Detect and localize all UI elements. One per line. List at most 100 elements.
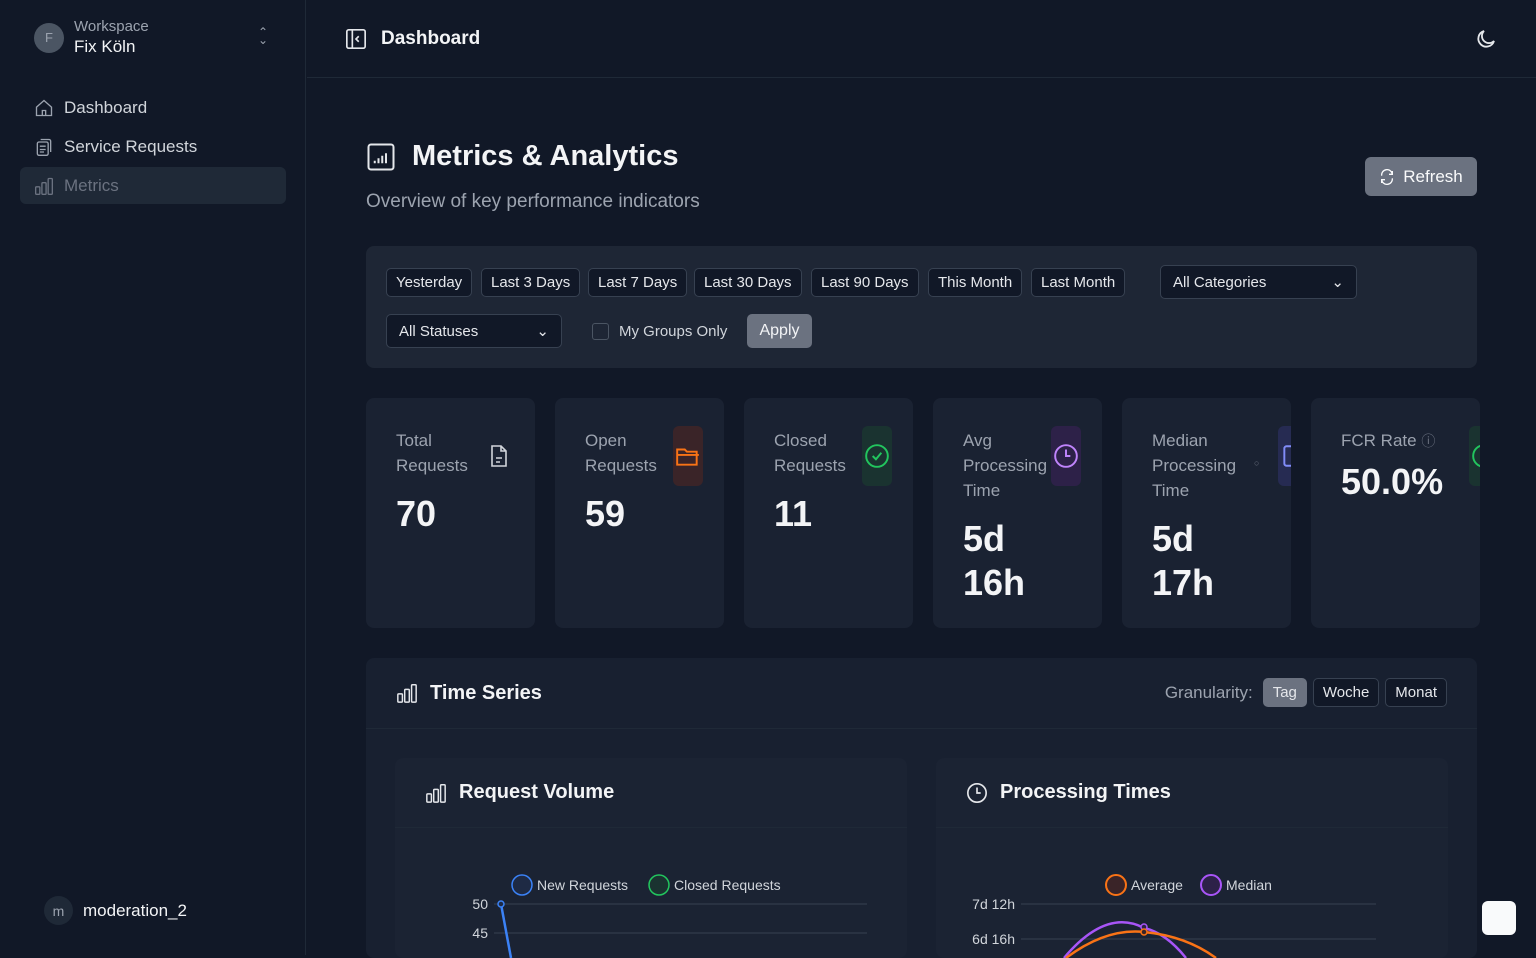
sidebar-item-label: Service Requests [64, 136, 198, 156]
info-icon[interactable]: ○ [1254, 458, 1260, 468]
legend-median: Median [1226, 877, 1272, 893]
kpi-total-requests: Total Requests 70 [366, 398, 535, 628]
kpi-value: 5d 16h [963, 518, 1026, 603]
sidebar-item-label: Metrics [64, 175, 119, 195]
kpi-label: Avg Processing Time [963, 431, 1048, 500]
range-yesterday[interactable]: Yesterday [386, 268, 473, 297]
kpi-label: Median Processing Time [1152, 431, 1237, 500]
user-avatar: m [44, 896, 73, 925]
time-series-title: Time Series [430, 681, 542, 704]
apply-button[interactable]: Apply [747, 314, 812, 348]
legend-new-requests: New Requests [537, 877, 628, 893]
y-tick: 7d 12h [972, 896, 1015, 912]
checkbox-box[interactable] [592, 323, 609, 340]
range-last-month[interactable]: Last Month [1031, 268, 1126, 297]
help-button[interactable] [1482, 901, 1516, 935]
chart-icon [367, 143, 395, 170]
workspace-label: Workspace [74, 18, 149, 35]
refresh-label: Refresh [1403, 166, 1463, 186]
legend-swatch-average [1105, 874, 1127, 896]
sidebar-item-label: Dashboard [64, 97, 148, 117]
bar-chart-icon [397, 684, 417, 703]
top-bar: Dashboard [307, 0, 1536, 78]
new-requests-point [497, 900, 505, 908]
granularity-woche[interactable]: Woche [1312, 678, 1380, 707]
y-tick: 45 [472, 925, 488, 941]
status-select[interactable]: All Statuses ⌄ [386, 314, 562, 348]
moon-icon[interactable] [1474, 27, 1498, 51]
page-subtitle: Overview of key performance indicators [366, 191, 700, 212]
header-title: Dashboard [381, 27, 481, 49]
range-last-30-days[interactable]: Last 30 Days [694, 268, 802, 297]
median-line [1063, 921, 1187, 958]
category-value: All Categories [1173, 273, 1267, 291]
bar-chart-icon [35, 177, 53, 195]
kpi-label: Open Requests [585, 431, 657, 475]
kpi-value: 59 [585, 493, 626, 534]
kpi-fcr-rate: FCR Rate ⓘ 50.0% [1311, 398, 1480, 628]
processing-times-chart: Processing Times Average Median 7d 12h 6… [936, 758, 1448, 958]
sidebar-nav: Dashboard Service Requests Metrics [20, 89, 286, 206]
kpi-value: 11 [774, 493, 813, 534]
kpi-closed-requests: Closed Requests 11 [744, 398, 913, 628]
time-series-panel: Time Series Granularity: Tag Woche Monat… [366, 658, 1477, 958]
legend-swatch-closed [648, 874, 670, 896]
new-requests-line [499, 903, 513, 958]
range-this-month[interactable]: This Month [928, 268, 1023, 297]
status-value: All Statuses [399, 322, 479, 340]
user-menu[interactable]: m moderation_2 [44, 896, 187, 925]
info-icon[interactable]: ⓘ [1421, 433, 1436, 449]
sidebar-item-service-requests[interactable]: Service Requests [20, 128, 286, 165]
sidebar: F Workspace Fix Köln ⌃ ⌄ Dashboard Servic… [0, 0, 306, 955]
legend-swatch-new [511, 874, 533, 896]
clock-icon [1051, 426, 1081, 486]
request-volume-chart: Request Volume New Requests Closed Reque… [395, 758, 907, 958]
range-last-3-days[interactable]: Last 3 Days [481, 268, 581, 297]
kpi-value: 5d 17h [1152, 518, 1215, 603]
kpi-open-requests: Open Requests 59 [555, 398, 724, 628]
refresh-button[interactable]: Refresh [1365, 157, 1477, 196]
filter-panel: Yesterday Last 3 Days Last 7 Days Last 3… [366, 246, 1477, 368]
average-point [1140, 928, 1148, 936]
chevrons-up-down-icon: ⌃ ⌄ [257, 25, 268, 47]
kpi-median-processing-time: Median Processing Time 5d 17h ○ [1122, 398, 1291, 628]
range-last-90-days[interactable]: Last 90 Days [811, 268, 919, 297]
check-circle-icon [1469, 426, 1480, 486]
kpi-label: FCR Rate ⓘ [1341, 431, 1436, 450]
my-groups-checkbox[interactable]: My Groups Only [592, 323, 727, 340]
page-title: Metrics & Analytics [412, 140, 679, 172]
chart-title: Processing Times [1000, 781, 1171, 803]
legend-closed-requests: Closed Requests [674, 877, 781, 893]
bar-chart-icon [426, 783, 446, 803]
legend-swatch-median [1200, 874, 1222, 896]
legend-average: Average [1131, 877, 1183, 893]
kpi-value: 50.0% [1341, 461, 1444, 502]
kpi-avg-processing-time: Avg Processing Time 5d 16h [933, 398, 1102, 628]
granularity-tag[interactable]: Tag [1262, 678, 1307, 707]
kpi-value: 70 [396, 493, 437, 534]
workspace-name: Fix Köln [74, 37, 136, 56]
granularity-monat[interactable]: Monat [1385, 678, 1447, 707]
my-groups-label: My Groups Only [619, 323, 728, 340]
kpi-label: Total Requests [396, 431, 468, 475]
folder-open-icon [673, 426, 703, 486]
y-tick: 6d 16h [972, 931, 1015, 947]
sidebar-toggle-icon[interactable] [345, 28, 367, 50]
clock-icon [967, 782, 987, 803]
sidebar-item-metrics[interactable]: Metrics [20, 167, 286, 204]
sidebar-item-dashboard[interactable]: Dashboard [20, 89, 286, 126]
kpi-cards: Total Requests 70 Open Requests 59 Closed … [366, 398, 1480, 628]
workspace-switcher[interactable]: F Workspace Fix Köln ⌃ ⌄ [34, 18, 274, 57]
refresh-icon [1381, 168, 1394, 185]
workspace-avatar: F [34, 22, 64, 53]
y-tick: 50 [472, 896, 488, 912]
granularity-selector: Granularity: Tag Woche Monat [1165, 678, 1447, 707]
kpi-label: Closed Requests [774, 431, 846, 475]
home-icon [35, 99, 53, 116]
range-last-7-days[interactable]: Last 7 Days [588, 268, 688, 297]
file-icon [484, 426, 514, 486]
category-select[interactable]: All Categories ⌄ [1160, 265, 1357, 299]
clipboard-icon [36, 138, 52, 156]
chevron-down-icon: ⌄ [536, 323, 549, 340]
calendar-icon [1278, 426, 1291, 486]
